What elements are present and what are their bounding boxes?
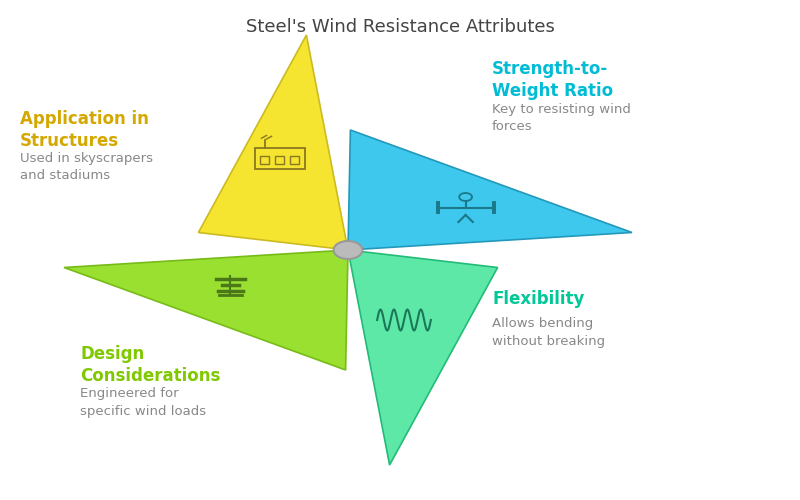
Text: Application in
Structures: Application in Structures [20, 110, 149, 150]
Text: Design
Considerations: Design Considerations [80, 345, 220, 385]
Text: Key to resisting wind
forces: Key to resisting wind forces [492, 102, 631, 132]
Text: Used in skyscrapers
and stadiums: Used in skyscrapers and stadiums [20, 152, 153, 182]
Bar [254, 148, 306, 169]
Polygon shape [198, 35, 348, 250]
Polygon shape [64, 250, 348, 370]
Bar [275, 156, 284, 164]
Bar [290, 156, 299, 164]
Text: Engineered for
specific wind loads: Engineered for specific wind loads [80, 388, 206, 418]
Text: Allows bending
without breaking: Allows bending without breaking [492, 318, 605, 348]
Text: Strength-to-
Weight Ratio: Strength-to- Weight Ratio [492, 60, 613, 100]
Polygon shape [348, 130, 632, 250]
Text: Steel's Wind Resistance Attributes: Steel's Wind Resistance Attributes [246, 18, 554, 36]
Bar [260, 156, 270, 164]
Polygon shape [348, 250, 498, 465]
Text: Flexibility: Flexibility [492, 290, 584, 308]
Circle shape [334, 241, 362, 259]
